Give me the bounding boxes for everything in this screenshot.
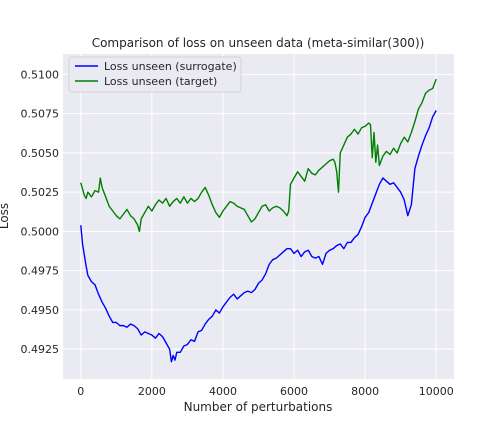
x-tick-label: 2000	[138, 385, 166, 398]
series-lines	[80, 78, 437, 363]
surrogate-series-line	[80, 110, 437, 363]
legend-label-target: Loss unseen (target)	[104, 75, 217, 88]
x-tick-label: 0	[77, 385, 84, 398]
x-tick-label: 8000	[351, 385, 379, 398]
legend-label-surrogate: Loss unseen (surrogate)	[104, 60, 237, 73]
y-tick-label: 0.4975	[21, 265, 60, 278]
y-tick-label: 0.5000	[21, 225, 60, 238]
y-tick-label: 0.5025	[21, 186, 60, 199]
legend-frame	[68, 56, 242, 93]
chart-title: Comparison of loss on unseen data (meta-…	[92, 36, 425, 50]
grid-lines	[63, 54, 454, 379]
x-axis-label: Number of perturbations	[184, 400, 333, 414]
y-axis-label: Loss	[0, 203, 11, 229]
y-tick-label: 0.5050	[21, 147, 60, 160]
plot-area	[63, 54, 454, 379]
tick-labels: 0 2000 4000 6000 8000 10000 0.4925 0.4950 0.4975…	[21, 68, 454, 398]
x-tick-label: 4000	[209, 385, 237, 398]
legend: Loss unseen (surrogate) Loss unseen (tar…	[68, 56, 242, 93]
target-series-line	[80, 78, 437, 233]
y-tick-label: 0.4925	[21, 343, 60, 356]
y-tick-label: 0.5075	[21, 108, 60, 121]
y-tick-label: 0.4950	[21, 304, 60, 317]
x-tick-label: 6000	[280, 385, 308, 398]
y-tick-label: 0.5100	[21, 68, 60, 81]
x-tick-label: 10000	[419, 385, 454, 398]
